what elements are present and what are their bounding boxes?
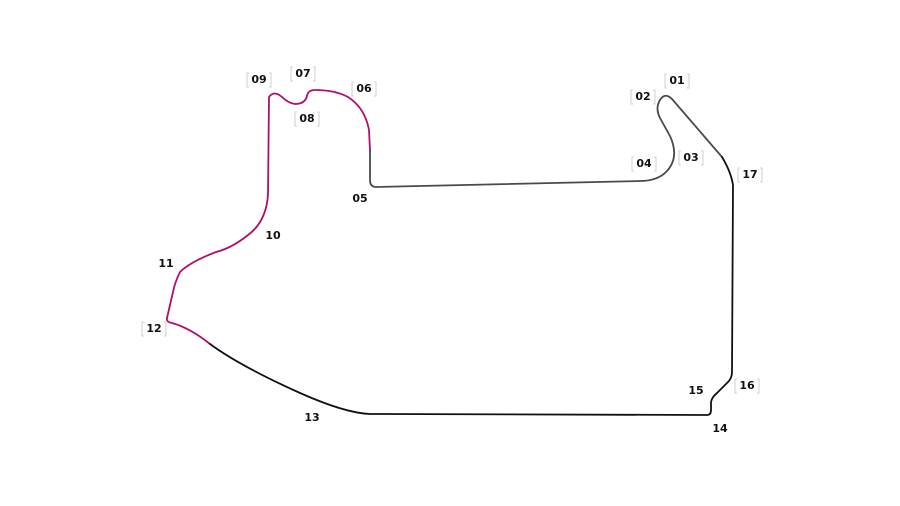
corner-bracket-09-left bbox=[246, 72, 249, 88]
corner-label-05: 05 bbox=[352, 192, 367, 205]
corner-label-09: 09 bbox=[251, 73, 266, 86]
corner-brackets bbox=[141, 66, 763, 394]
corner-bracket-04-left bbox=[631, 156, 634, 172]
track-sector-a bbox=[369, 94, 723, 188]
corner-bracket-01-left bbox=[664, 73, 667, 89]
corner-label-04: 04 bbox=[636, 157, 652, 170]
corner-bracket-06-left bbox=[351, 81, 354, 97]
corner-bracket-04-right bbox=[654, 156, 657, 172]
corner-bracket-09-right bbox=[269, 72, 272, 88]
corner-bracket-12-right bbox=[164, 321, 167, 337]
corner-label-13: 13 bbox=[304, 411, 319, 424]
corner-label-02: 02 bbox=[635, 90, 650, 103]
corner-label-16: 16 bbox=[739, 379, 755, 392]
corner-label-03: 03 bbox=[683, 151, 698, 164]
track-sector-b bbox=[165, 89, 371, 345]
corner-label-12: 12 bbox=[146, 322, 161, 335]
corner-bracket-06-right bbox=[374, 81, 377, 97]
corner-bracket-02-left bbox=[630, 89, 633, 105]
corner-label-15: 15 bbox=[688, 384, 703, 397]
corner-label-07: 07 bbox=[295, 67, 310, 80]
corner-bracket-08-left bbox=[294, 111, 297, 127]
corner-bracket-08-right bbox=[317, 111, 320, 127]
corner-bracket-07-left bbox=[290, 66, 293, 82]
corner-bracket-03-right bbox=[701, 150, 704, 166]
corner-bracket-16-left bbox=[734, 378, 737, 394]
corner-label-17: 17 bbox=[742, 168, 757, 181]
corner-bracket-07-right bbox=[313, 66, 316, 82]
corner-bracket-03-left bbox=[678, 150, 681, 166]
corner-label-08: 08 bbox=[299, 112, 314, 125]
corner-label-11: 11 bbox=[158, 257, 173, 270]
corner-bracket-01-right bbox=[687, 73, 690, 89]
corner-label-01: 01 bbox=[669, 74, 684, 87]
corner-bracket-17-right bbox=[760, 167, 763, 183]
track-sector-c bbox=[209, 156, 734, 416]
corner-label-10: 10 bbox=[265, 229, 281, 242]
corner-label-14: 14 bbox=[712, 422, 728, 435]
corner-bracket-02-right bbox=[653, 89, 656, 105]
corner-label-06: 06 bbox=[356, 82, 372, 95]
corner-bracket-16-right bbox=[757, 378, 760, 394]
corner-bracket-12-left bbox=[141, 321, 144, 337]
corner-bracket-17-left bbox=[737, 167, 740, 183]
